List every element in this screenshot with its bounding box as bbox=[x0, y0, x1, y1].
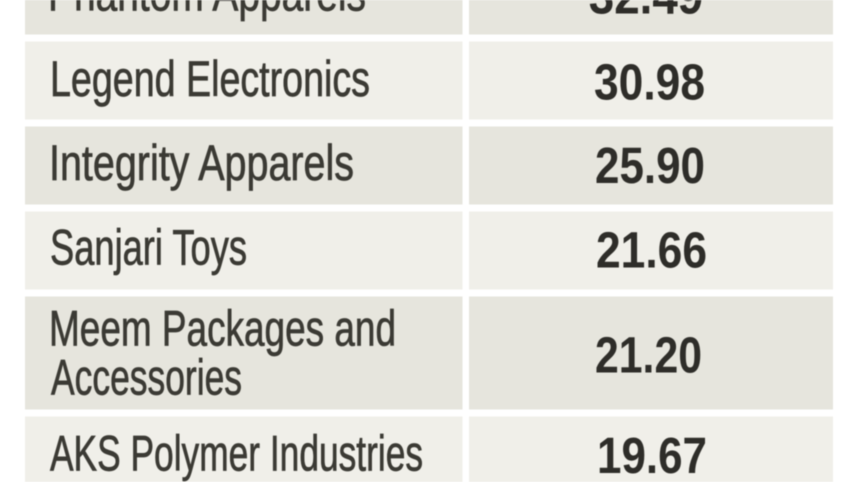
svg-text:AKS Polymer Industries: AKS Polymer Industries bbox=[50, 426, 423, 482]
svg-text:Legend Electronics: Legend Electronics bbox=[50, 51, 370, 107]
svg-text:32.49: 32.49 bbox=[589, 0, 704, 25]
svg-text:25.90: 25.90 bbox=[595, 137, 705, 194]
svg-text:Accessories: Accessories bbox=[51, 350, 242, 406]
svg-text:21.66: 21.66 bbox=[596, 222, 707, 279]
svg-text:Phantom Apparels: Phantom Apparels bbox=[48, 0, 366, 22]
svg-text:21.20: 21.20 bbox=[595, 327, 702, 384]
svg-text:Integrity Apparels: Integrity Apparels bbox=[49, 135, 354, 191]
svg-text:Sanjari Toys: Sanjari Toys bbox=[50, 220, 247, 276]
svg-text:19.67: 19.67 bbox=[597, 427, 707, 482]
svg-text:Meem Packages and: Meem Packages and bbox=[49, 301, 396, 357]
svg-text:30.98: 30.98 bbox=[594, 54, 705, 111]
